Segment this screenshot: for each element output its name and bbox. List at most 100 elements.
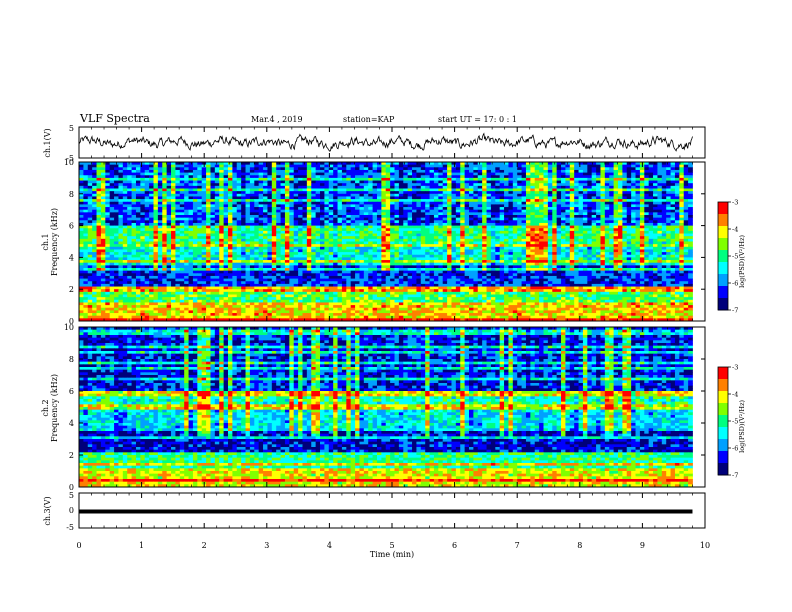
spectrogram-cell — [398, 249, 404, 253]
spectrogram-cell — [227, 172, 233, 176]
spectrogram-cell — [271, 244, 277, 248]
spectrogram-cell — [547, 185, 553, 189]
spectrogram-cell — [617, 201, 623, 205]
spectrogram-cell — [149, 217, 154, 221]
spectrogram-cell — [280, 217, 286, 221]
spectrogram-cell — [469, 164, 474, 168]
spectrogram-cell — [482, 230, 487, 234]
spectrogram-cell — [232, 175, 238, 179]
spectrogram-cell — [96, 220, 102, 224]
spectrogram-cell — [385, 199, 391, 203]
spectrogram-cell — [135, 204, 141, 208]
spectrogram-cell — [499, 217, 505, 221]
spectrogram-cell — [525, 209, 531, 213]
spectrogram-cell — [249, 252, 255, 256]
spectrogram-cell — [328, 249, 334, 253]
spectrogram-cell — [429, 201, 435, 205]
spectrogram-cell — [661, 207, 667, 211]
spectrogram-cell — [271, 217, 277, 221]
spectrogram-cell — [210, 220, 216, 224]
spectrogram-cell — [376, 167, 382, 171]
spectrogram-cell — [149, 191, 154, 195]
spectrogram-cell — [267, 167, 273, 171]
spectrogram-cell — [210, 193, 216, 197]
spectrogram-cell — [499, 222, 505, 226]
spectrogram-cell — [135, 185, 141, 189]
spectrogram-cell — [188, 225, 194, 229]
spectrogram-cell — [451, 207, 457, 211]
spectrogram-cell — [547, 222, 553, 226]
spectrogram-cell — [140, 188, 146, 192]
spectrogram-cell — [679, 228, 685, 232]
spectrogram-cell — [622, 212, 628, 216]
spectrogram-cell — [609, 222, 614, 226]
spectrogram-cell — [232, 241, 238, 245]
spectrogram-cell — [144, 244, 150, 248]
spectrogram-cell — [552, 201, 558, 205]
spectrogram-cell — [622, 215, 628, 219]
ch1-ytick-max: 5 — [69, 124, 74, 133]
spectrogram-cell — [131, 167, 137, 171]
spectrogram-cell — [490, 220, 496, 224]
spectrogram-cell — [359, 172, 365, 176]
spectrogram-cell — [245, 207, 251, 211]
spectrogram-cell — [442, 236, 448, 240]
spectrogram-cell — [556, 207, 562, 211]
spectrogram-cell — [420, 196, 426, 200]
spectrogram-cell — [171, 180, 176, 184]
spectrogram-cell — [144, 201, 150, 205]
spectrogram-cell — [328, 167, 334, 171]
spectrogram-cell — [376, 204, 382, 208]
spectrogram-cell — [587, 162, 593, 166]
spectrogram-cell — [166, 177, 172, 181]
spectrogram-cell — [429, 236, 435, 240]
spectrogram-cell — [447, 215, 452, 219]
spectrogram-cell — [355, 207, 360, 211]
spectrogram-cell — [495, 236, 501, 240]
spectrogram-cell — [179, 204, 185, 208]
spectrogram-cell — [87, 185, 93, 189]
spectrogram-cell — [219, 177, 224, 181]
spectrogram-cell — [258, 209, 264, 213]
spectrogram-cell — [210, 172, 216, 176]
spectrogram-cell — [543, 220, 549, 224]
spectrogram-cell — [420, 188, 426, 192]
spectrogram-cell — [109, 185, 115, 189]
spectrogram-cell — [394, 238, 400, 242]
spectrogram-cell — [635, 230, 641, 234]
spectrogram-cell — [359, 199, 365, 203]
spectrogram-cell — [552, 246, 558, 250]
spectrogram-cell — [666, 177, 671, 181]
spectrogram-cell — [267, 233, 273, 237]
spectrogram-cell — [254, 254, 260, 258]
spectrogram-cell — [429, 215, 435, 219]
spectrogram-cell — [227, 201, 233, 205]
spectrogram-cell — [118, 199, 124, 203]
spectrogram-cell — [302, 230, 308, 234]
spectrogram-cell — [293, 185, 299, 189]
spectrogram-cell — [530, 238, 536, 242]
spectrogram-cell — [464, 180, 470, 184]
spectrogram-cell — [403, 196, 409, 200]
spectrogram-cell — [565, 215, 571, 219]
spectrogram-cell — [569, 241, 575, 245]
spectrogram-cell — [477, 228, 483, 232]
spectrogram-cell — [609, 215, 614, 219]
spectrogram-cell — [149, 254, 154, 258]
spectrogram-cell — [425, 177, 430, 181]
spectrogram-cell — [451, 241, 457, 245]
spectrogram-cell — [429, 238, 435, 242]
spectrogram-cell — [578, 244, 584, 248]
spectrogram-cell — [512, 222, 518, 226]
spectrogram-cell — [631, 196, 636, 200]
spectrogram-cell — [162, 191, 168, 195]
spectrogram-cell — [236, 172, 242, 176]
spectrogram-cell — [162, 167, 168, 171]
spectrogram-cell — [512, 233, 518, 237]
spectrogram-cell — [324, 207, 330, 211]
spectrogram-cell — [127, 169, 132, 173]
spectrogram-cell — [162, 172, 168, 176]
spectrogram-cell — [127, 193, 132, 197]
spectrogram-cell — [644, 201, 650, 205]
spectrogram-cell — [447, 230, 452, 234]
